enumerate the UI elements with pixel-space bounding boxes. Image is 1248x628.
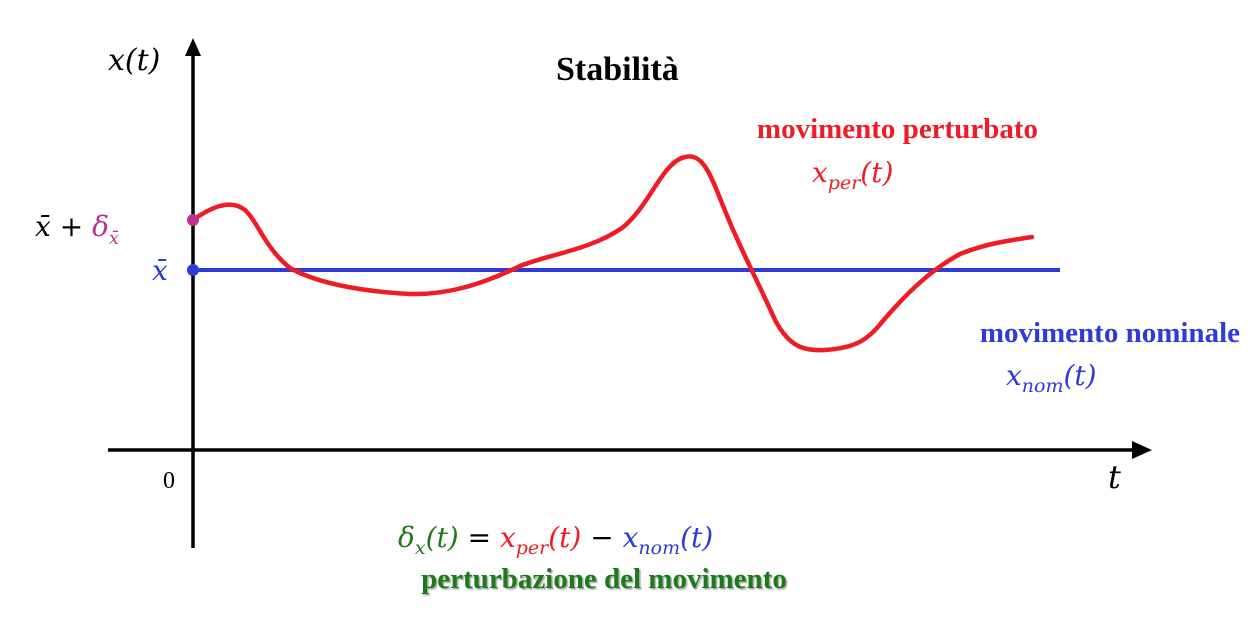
perturbed-start-point <box>187 214 199 226</box>
perturbation-equation: δx(t) = xper(t) − xnom(t) <box>398 521 713 559</box>
origin-label: 0 <box>163 468 175 494</box>
y-axis-arrowhead <box>185 38 201 56</box>
x-axis-arrowhead <box>1132 441 1152 459</box>
perturbed-motion-title: movimento perturbato <box>757 113 1038 145</box>
x-axis-label: t <box>1108 458 1121 496</box>
nominal-level-label: x̄ <box>152 254 168 287</box>
perturbed-motion-symbol: xper(t) <box>812 156 893 194</box>
perturbed-start-label: x̄ + δx̄ <box>35 210 119 249</box>
nominal-motion-symbol: xnom(t) <box>1006 359 1097 397</box>
nominal-motion-title: movimento nominale <box>980 317 1240 349</box>
diagram-title: Stabilità <box>556 51 679 88</box>
perturbation-caption: perturbazione del movimento <box>421 563 787 595</box>
nominal-start-point <box>187 264 199 276</box>
perturbed-motion-curve <box>190 154 1035 353</box>
y-axis-label: x(t) <box>108 43 160 78</box>
